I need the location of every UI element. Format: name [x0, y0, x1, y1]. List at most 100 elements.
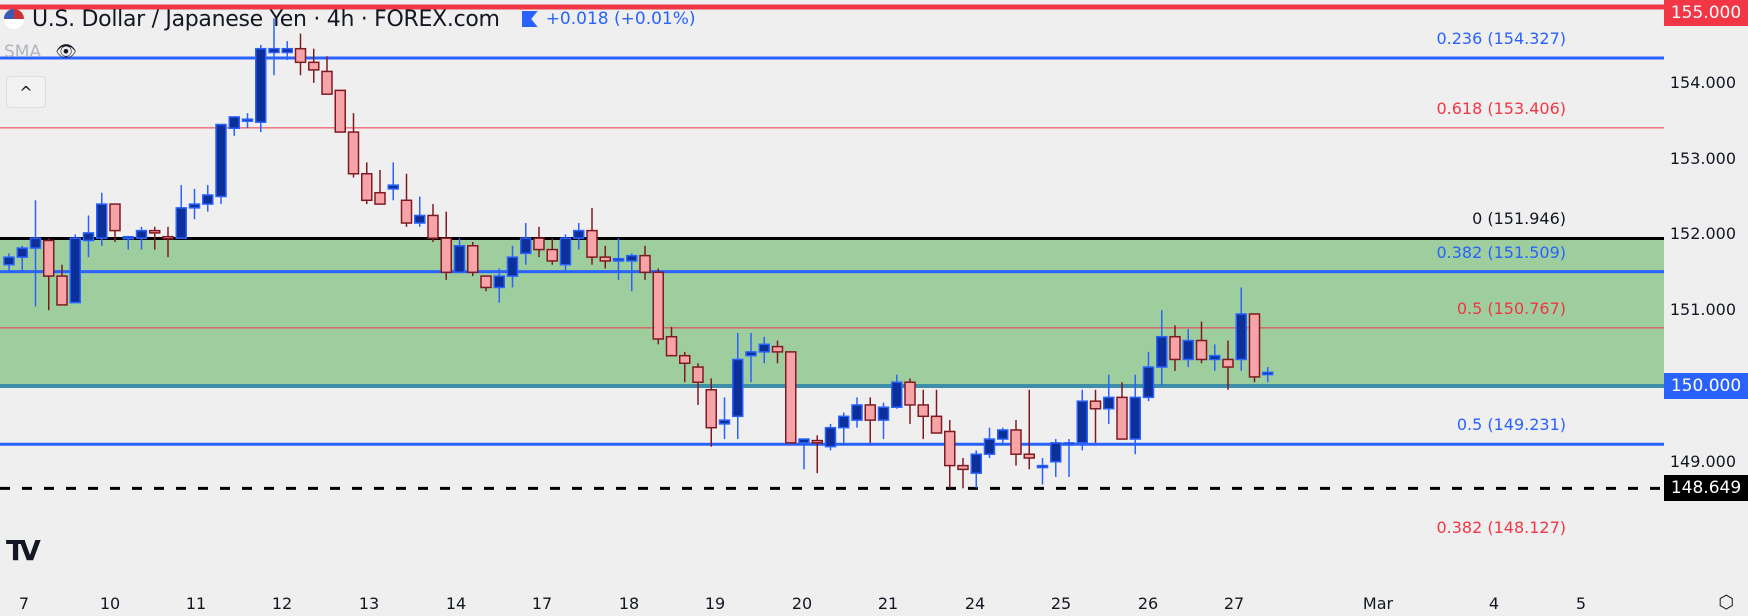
- time-tick: 20: [791, 594, 813, 613]
- candle: [917, 404, 929, 418]
- tradingview-logo-icon[interactable]: TV: [6, 534, 41, 567]
- candle: [1129, 396, 1141, 440]
- candle: [453, 245, 466, 274]
- candle: [785, 351, 797, 444]
- price-tick: 153.000: [1669, 148, 1736, 168]
- candle: [241, 118, 254, 122]
- candle: [467, 245, 479, 274]
- candle: [970, 453, 982, 474]
- candle: [1156, 335, 1168, 368]
- candle: [533, 237, 545, 251]
- candle: [732, 358, 744, 418]
- candle: [718, 419, 731, 425]
- candle: [135, 229, 148, 239]
- candle: [1222, 358, 1234, 368]
- time-tick: 25: [1050, 594, 1072, 613]
- time-tick: 19: [704, 594, 726, 613]
- candle: [559, 237, 572, 266]
- candle: [891, 381, 903, 408]
- candle: [758, 343, 770, 353]
- eye-hidden-icon[interactable]: 👁︎: [55, 42, 77, 62]
- candle: [294, 47, 307, 64]
- candle: [255, 47, 267, 123]
- candle: [1103, 396, 1115, 410]
- candle: [838, 415, 850, 429]
- time-tick: 21: [877, 594, 899, 613]
- candle: [387, 184, 399, 190]
- candle: [1235, 313, 1247, 361]
- flag-marker-icon[interactable]: [521, 11, 538, 27]
- sma-indicator-label[interactable]: SMA: [4, 42, 42, 62]
- candle: [440, 237, 452, 274]
- candle: [824, 426, 837, 448]
- candle: [665, 335, 678, 357]
- candle: [639, 254, 651, 274]
- candle: [546, 248, 558, 262]
- candle: [281, 47, 293, 54]
- price-tick: 151.000: [1669, 300, 1736, 320]
- fib-level-label: 0.236 (154.327): [1436, 29, 1566, 48]
- time-tick: 5: [1575, 594, 1587, 613]
- candle: [374, 191, 386, 205]
- candle: [175, 207, 187, 239]
- candle: [361, 173, 373, 202]
- candle: [308, 61, 320, 71]
- candle: [1169, 335, 1181, 361]
- candle: [944, 430, 956, 467]
- candle: [493, 275, 505, 289]
- candle: [109, 203, 121, 232]
- price-change: +0.018 (+0.01%): [545, 9, 696, 29]
- candle: [347, 131, 360, 175]
- price-tick: 149.000: [1669, 451, 1736, 471]
- candle: [43, 239, 55, 277]
- collapse-legend-button[interactable]: ^: [6, 76, 46, 108]
- candle: [1050, 442, 1062, 463]
- candle: [188, 203, 201, 209]
- candle: [692, 366, 704, 383]
- candle: [427, 214, 439, 239]
- fib-zone: [0, 238, 1664, 386]
- top-price-tag: 155.000: [1664, 0, 1748, 26]
- candle: [56, 275, 68, 306]
- candle: [1195, 339, 1208, 361]
- time-tick: 10: [99, 594, 121, 613]
- candle: [1262, 371, 1274, 376]
- candle: [268, 47, 280, 54]
- candle: [480, 275, 492, 289]
- time-tick: 14: [445, 594, 467, 613]
- candle: [3, 256, 15, 266]
- candle: [930, 415, 943, 434]
- settings-icon[interactable]: ⬡: [1718, 592, 1734, 613]
- candle: [745, 351, 757, 357]
- crosshair-price-tag: 148.649: [1664, 475, 1748, 502]
- candle: [122, 235, 134, 240]
- time-tick: 27: [1223, 594, 1245, 613]
- candle: [1063, 442, 1075, 446]
- current-price-tag: 150.000: [1664, 373, 1748, 399]
- candle: [851, 404, 863, 421]
- candle: [957, 464, 969, 471]
- time-tick: 17: [531, 594, 553, 613]
- candle: [414, 214, 426, 224]
- candle: [679, 354, 691, 365]
- time-tick: 11: [185, 594, 207, 613]
- candle: [1182, 339, 1194, 361]
- price-tick: 152.000: [1669, 224, 1736, 244]
- indicator-legend: SMA 👁︎: [4, 42, 77, 62]
- candle: [1076, 400, 1088, 444]
- symbol-title[interactable]: U.S. Dollar / Japanese Yen · 4h · FOREX.…: [32, 6, 500, 32]
- candle: [321, 70, 333, 95]
- candle: [771, 345, 784, 353]
- fib-level-label: 0.382 (151.509): [1436, 242, 1566, 262]
- candle: [82, 232, 95, 242]
- chevron-up-icon: ^: [19, 82, 33, 102]
- candle: [864, 404, 876, 421]
- candle: [149, 229, 161, 234]
- candle: [997, 429, 1009, 440]
- candle: [1036, 464, 1049, 469]
- symbol-header: U.S. Dollar / Japanese Yen · 4h · FOREX.…: [4, 4, 696, 34]
- candle: [1010, 429, 1022, 455]
- candle: [16, 247, 28, 258]
- candle: [69, 237, 81, 304]
